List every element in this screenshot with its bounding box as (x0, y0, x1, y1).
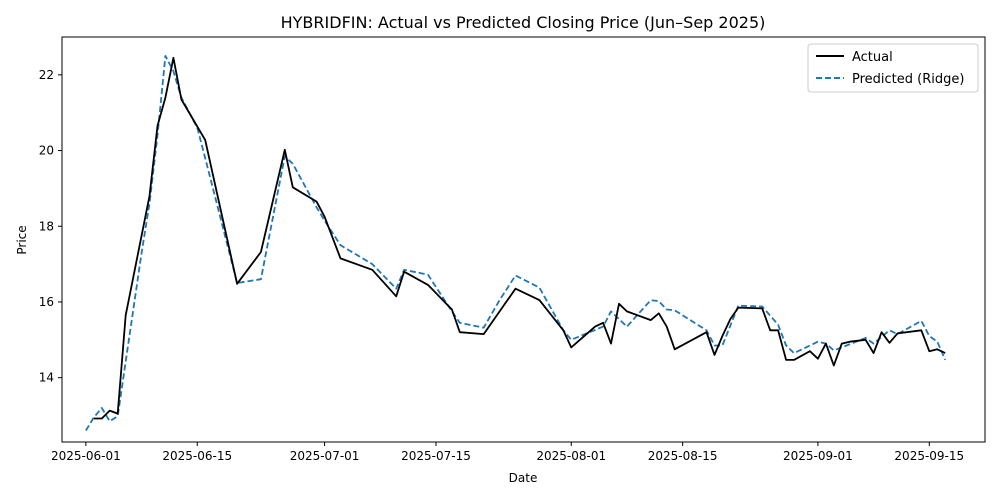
y-tick-label: 16 (39, 295, 54, 309)
plot-area (85, 55, 947, 432)
x-tick-label: 2025-08-15 (648, 449, 718, 463)
plot-frame (61, 36, 986, 443)
actual-series-line (93, 56, 946, 420)
x-tick-label: 2025-09-01 (783, 449, 853, 463)
y-tick-label: 18 (39, 219, 54, 233)
legend: Actual Predicted (Ridge) (807, 43, 979, 93)
legend-box (807, 43, 979, 93)
x-tick-label: 2025-08-01 (536, 449, 606, 463)
x-axis: 2025-06-01 2025-06-15 2025-07-01 2025-07-15… (51, 442, 964, 463)
x-tick-label: 2025-09-15 (894, 449, 964, 463)
y-tick-label: 20 (39, 144, 54, 158)
y-tick-label: 22 (39, 68, 54, 82)
x-tick-label: 2025-07-15 (401, 449, 471, 463)
chart-title: HYBRIDFIN: Actual vs Predicted Closing P… (281, 13, 766, 32)
y-tick-label: 14 (39, 371, 54, 385)
y-axis: 14 16 18 20 22 (39, 68, 62, 385)
x-tick-label: 2025-06-01 (51, 449, 121, 463)
legend-label-predicted: Predicted (Ridge) (852, 72, 964, 87)
predicted-series-line (85, 55, 947, 432)
x-tick-label: 2025-06-15 (162, 449, 232, 463)
legend-label-actual: Actual (852, 50, 893, 65)
y-axis-label: Price (15, 225, 29, 254)
x-tick-label: 2025-07-01 (290, 449, 360, 463)
x-axis-label: Date (509, 471, 538, 485)
